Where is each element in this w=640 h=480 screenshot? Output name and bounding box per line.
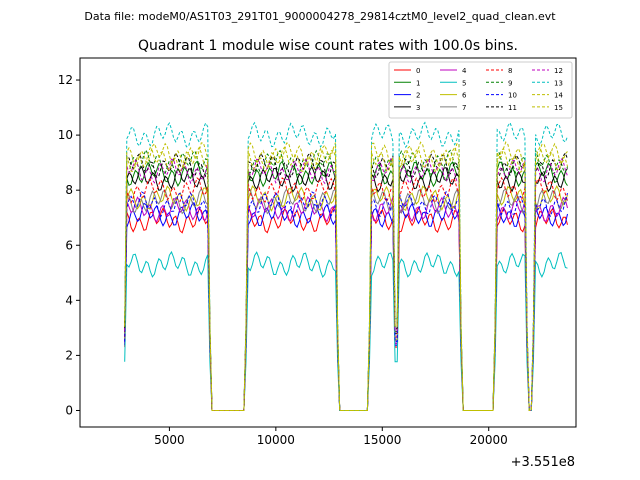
legend-label-4: 4 (462, 67, 467, 75)
legend-label-3: 3 (416, 104, 420, 112)
legend-label-2: 2 (416, 92, 420, 100)
y-tick-label: 6 (65, 238, 73, 252)
legend-label-10: 10 (508, 92, 517, 100)
legend-frame (388, 61, 573, 119)
series-line-6 (124, 184, 568, 411)
legend-label-7: 7 (462, 104, 466, 112)
x-offset-label: +3.551e8 (511, 455, 575, 470)
series-line-13 (124, 121, 568, 411)
legend-label-0: 0 (416, 67, 420, 75)
y-tick-label: 8 (65, 183, 73, 197)
legend-label-14: 14 (554, 92, 563, 100)
legend-label-11: 11 (508, 104, 517, 112)
x-axis: 5000 10000 15000 20000 (154, 427, 508, 447)
series-line-9 (124, 148, 568, 411)
y-axis: 0 2 4 6 8 10 12 (58, 73, 80, 417)
series-line-14 (124, 141, 568, 411)
legend-label-5: 5 (462, 79, 466, 87)
y-tick-label: 4 (65, 293, 73, 307)
series-line-4 (124, 195, 568, 411)
series-line-2 (124, 201, 568, 411)
x-tick-label: 15000 (363, 433, 401, 447)
series-line-15 (124, 146, 568, 411)
y-tick-label: 2 (65, 348, 73, 362)
legend-label-15: 15 (554, 104, 563, 112)
series-line-8 (124, 176, 568, 411)
x-tick-label: 10000 (257, 433, 295, 447)
chart-title: Quadrant 1 module wise count rates with … (138, 38, 518, 54)
y-tick-label: 0 (65, 403, 73, 417)
series-line-10 (124, 190, 568, 411)
y-tick-label: 10 (58, 128, 73, 142)
legend-label-1: 1 (416, 79, 420, 87)
series-line-11 (124, 151, 568, 411)
legend-label-9: 9 (508, 79, 512, 87)
series-line-5 (124, 250, 568, 411)
legend-label-12: 12 (554, 67, 563, 75)
x-tick-label: 5000 (154, 433, 185, 447)
plot-lines (124, 121, 568, 411)
series-line-0 (124, 206, 568, 411)
y-tick-label: 12 (58, 73, 73, 87)
x-tick-label: 20000 (470, 433, 508, 447)
legend-label-8: 8 (508, 67, 512, 75)
figure-suptitle: Data file: modeM0/AS1T03_291T01_90000042… (84, 10, 556, 23)
legend-label-13: 13 (554, 79, 563, 87)
legend-label-6: 6 (462, 92, 467, 100)
axes-frame (79, 57, 577, 428)
